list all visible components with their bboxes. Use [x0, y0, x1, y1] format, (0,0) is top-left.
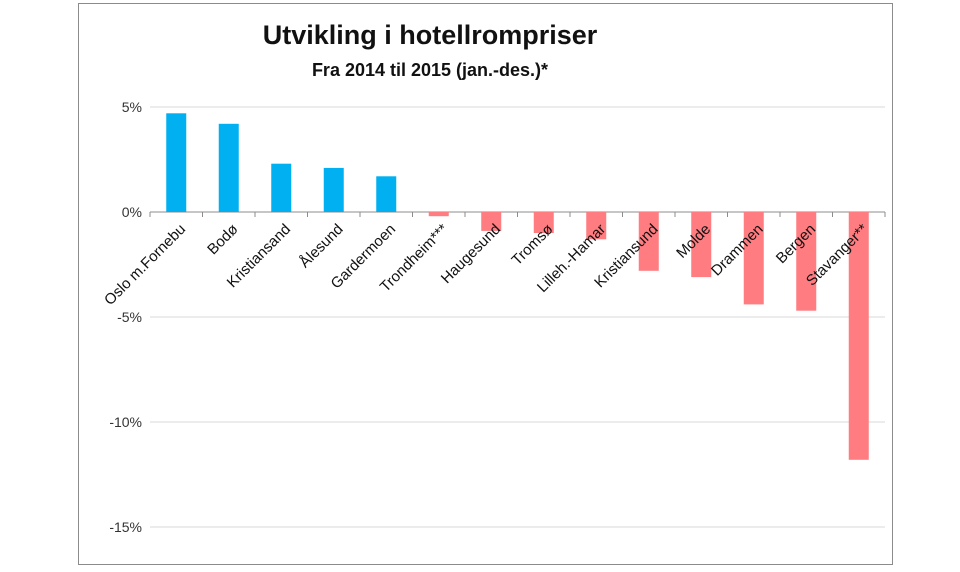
y-tick-label: 5% [122, 99, 142, 115]
bar [166, 113, 187, 212]
bar [218, 123, 239, 212]
chart-title: Utvikling i hotellrompriser [262, 20, 598, 50]
y-tick-label: -15% [109, 519, 142, 535]
bar [848, 212, 869, 460]
bar [271, 163, 292, 212]
category-label: Bodø [204, 221, 241, 258]
chart-frame [78, 3, 893, 565]
bar [586, 212, 607, 240]
category-label: Ålesund [296, 221, 346, 271]
category-label: Tromsø [508, 221, 556, 269]
bar [428, 212, 449, 217]
bar [533, 212, 554, 233]
bar [376, 176, 397, 212]
bar [743, 212, 764, 305]
bar [481, 212, 502, 231]
y-tick-label: -5% [117, 309, 142, 325]
bar [323, 167, 344, 212]
y-tick-label: 0% [122, 204, 142, 220]
bar [691, 212, 712, 278]
category-label: Oslo m.Fornebu [101, 221, 189, 309]
chart-subtitle: Fra 2014 til 2015 (jan.-des.)* [311, 60, 549, 80]
y-tick-label: -10% [109, 414, 142, 430]
bar [796, 212, 817, 311]
bar [638, 212, 659, 271]
